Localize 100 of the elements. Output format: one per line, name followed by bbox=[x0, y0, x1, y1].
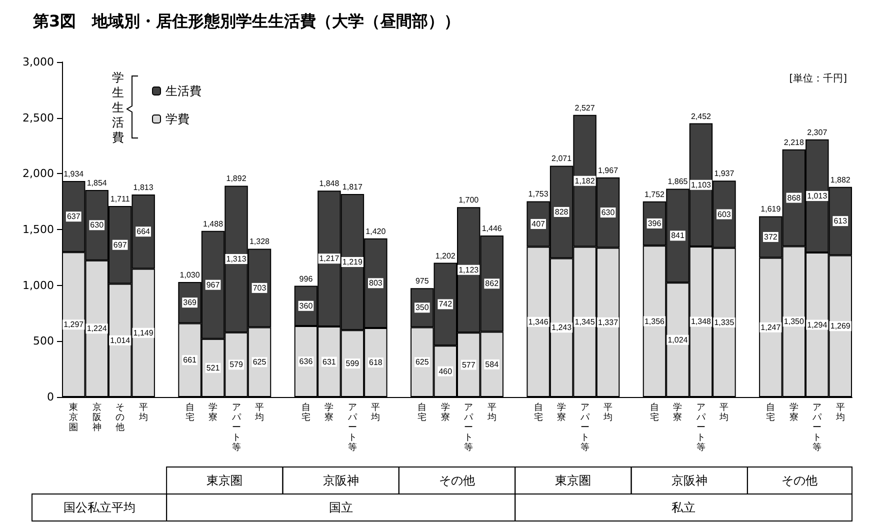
data-label: 579 bbox=[230, 360, 244, 370]
data-label: 631 bbox=[322, 357, 336, 366]
total-label: 1,882 bbox=[830, 175, 851, 184]
x-tick-label: アパート等 bbox=[230, 403, 242, 453]
total-label: 1,934 bbox=[64, 170, 84, 179]
data-label: 661 bbox=[183, 356, 198, 365]
data-label: 828 bbox=[554, 207, 569, 216]
data-label: 372 bbox=[764, 232, 778, 242]
total-label: 1,752 bbox=[644, 190, 666, 199]
data-label: 407 bbox=[532, 219, 546, 228]
total-label: 2,307 bbox=[807, 128, 828, 137]
data-label: 1,014 bbox=[110, 336, 131, 345]
total-label: 1,854 bbox=[86, 178, 108, 188]
total-label: 1,817 bbox=[342, 182, 363, 192]
x-tick-label: 平均 bbox=[370, 403, 380, 423]
text: その他 bbox=[782, 474, 818, 488]
legend-label: 生活費 bbox=[166, 84, 202, 98]
data-label: 396 bbox=[648, 218, 662, 228]
legend-label: 学費 bbox=[166, 112, 190, 126]
data-label: 1,123 bbox=[458, 265, 480, 274]
total-label: 1,753 bbox=[528, 190, 549, 199]
text: 京阪神 bbox=[671, 474, 708, 488]
data-label: 664 bbox=[136, 227, 151, 236]
data-label: 697 bbox=[113, 240, 128, 250]
data-label: 630 bbox=[90, 220, 104, 230]
total-label: 1,937 bbox=[714, 169, 735, 178]
data-label: 630 bbox=[601, 208, 616, 218]
x-tick-label: 平均 bbox=[138, 403, 148, 423]
data-label: 803 bbox=[368, 278, 383, 288]
x-tick-label: 学寮 bbox=[208, 402, 218, 423]
data-label: 1,224 bbox=[86, 324, 108, 334]
data-label: 584 bbox=[485, 360, 500, 369]
annotation: [単位：千円] bbox=[789, 72, 848, 84]
data-label: 967 bbox=[206, 280, 220, 290]
x-tick-label: 自宅 bbox=[534, 402, 543, 423]
text: 京阪神 bbox=[322, 474, 359, 488]
total-label: 1,700 bbox=[458, 196, 480, 205]
total-label: 2,527 bbox=[574, 103, 596, 112]
y-tick-label: 3,000 bbox=[22, 56, 54, 68]
data-label: 1,219 bbox=[342, 258, 363, 267]
y-tick-label: 0 bbox=[47, 390, 54, 404]
data-label: 369 bbox=[183, 298, 198, 308]
data-label: 603 bbox=[718, 210, 732, 219]
data-label: 637 bbox=[66, 212, 81, 222]
x-tick-label: 平均 bbox=[834, 403, 845, 423]
x-tick-label: 自宅 bbox=[766, 402, 776, 423]
data-label: 1,243 bbox=[552, 323, 572, 332]
y-tick-label: 500 bbox=[33, 334, 54, 348]
y-tick-label: 1,500 bbox=[22, 223, 54, 236]
text: 東京圏 bbox=[555, 474, 592, 488]
data-label: 1,346 bbox=[528, 317, 549, 326]
x-tick-label: アパート等 bbox=[463, 403, 474, 453]
data-label: 1,335 bbox=[714, 318, 735, 327]
text: 東京圏 bbox=[206, 474, 243, 488]
data-label: 460 bbox=[438, 366, 453, 376]
text: その他 bbox=[439, 474, 475, 488]
total-label: 1,030 bbox=[180, 270, 200, 280]
x-tick-label: アパート等 bbox=[812, 403, 823, 453]
x-tick-label: 自宅 bbox=[185, 402, 194, 423]
legend-title: 学生生活費 bbox=[112, 70, 124, 144]
data-label: 703 bbox=[252, 283, 267, 292]
chart-title: 第3図 地域別・居住形態別学生生活費（大学（昼間部）） bbox=[32, 12, 460, 30]
x-tick-label: 自宅 bbox=[650, 402, 659, 423]
data-label: 625 bbox=[252, 358, 267, 367]
data-label: 577 bbox=[462, 360, 476, 370]
data-label: 862 bbox=[485, 279, 500, 288]
data-label: 1,182 bbox=[574, 176, 596, 186]
data-label: 1,217 bbox=[319, 254, 340, 264]
x-tick-label: 学寮 bbox=[673, 402, 682, 423]
x-tick-label: アパート等 bbox=[695, 403, 706, 453]
data-label: 1,103 bbox=[690, 180, 712, 190]
data-label: 1,345 bbox=[574, 317, 596, 326]
total-label: 2,218 bbox=[784, 138, 804, 147]
x-tick-label: 平均 bbox=[254, 403, 264, 423]
x-tick-label: 学寮 bbox=[324, 402, 334, 423]
data-label: 1,297 bbox=[64, 320, 84, 330]
x-tick-label: 平均 bbox=[602, 403, 613, 423]
total-label: 2,452 bbox=[690, 112, 712, 121]
data-label: 1,350 bbox=[784, 317, 804, 326]
x-tick-label: アパート等 bbox=[579, 403, 590, 453]
data-label: 625 bbox=[415, 358, 430, 367]
data-label: 1,313 bbox=[226, 254, 247, 264]
text: 私立 bbox=[672, 500, 696, 514]
x-tick-label: 自宅 bbox=[418, 402, 427, 423]
data-label: 1,013 bbox=[807, 191, 828, 200]
total-label: 1,865 bbox=[668, 177, 688, 186]
x-tick-label: 平均 bbox=[486, 403, 496, 423]
total-label: 1,488 bbox=[203, 219, 224, 228]
data-label: 1,294 bbox=[807, 320, 828, 330]
x-tick-label: 学寮 bbox=[440, 402, 450, 423]
data-label: 1,269 bbox=[830, 322, 851, 331]
text: 国立 bbox=[328, 500, 353, 514]
data-label: 521 bbox=[206, 363, 220, 372]
data-label: 360 bbox=[299, 301, 314, 310]
total-label: 1,813 bbox=[133, 183, 154, 192]
total-label: 2,071 bbox=[552, 154, 572, 164]
x-tick-label: 京阪神 bbox=[92, 402, 102, 433]
x-tick-label: その他 bbox=[116, 403, 125, 433]
total-label: 1,711 bbox=[110, 194, 130, 204]
total-label: 1,328 bbox=[249, 237, 270, 246]
